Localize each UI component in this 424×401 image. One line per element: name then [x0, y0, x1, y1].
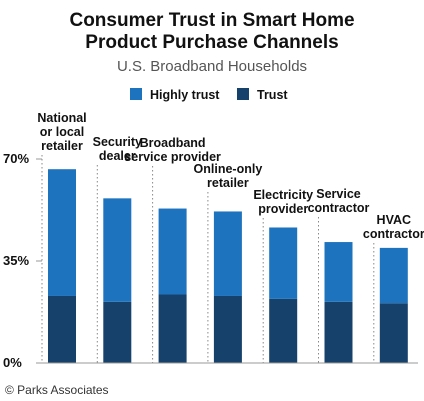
bar-highly-trust [48, 169, 76, 296]
category-label: Broadband service provider [124, 136, 221, 164]
legend-label: Trust [257, 88, 288, 102]
bar-trust [158, 294, 187, 363]
chart-title-line: Consumer Trust in Smart Home [69, 10, 354, 31]
bar-highly-trust [324, 242, 353, 302]
category-label-line: retailer [41, 139, 83, 153]
bar-highly-trust [103, 198, 132, 302]
y-tick-label: 35% [3, 253, 29, 268]
chart-title-line: Product Purchase Channels [85, 32, 338, 53]
y-tick-label: 70% [3, 151, 29, 166]
copyright-credit: © Parks Associates [5, 383, 109, 397]
bars [48, 169, 408, 363]
category-label: National or local retailer [37, 111, 86, 153]
bar-highly-trust [269, 227, 298, 299]
legend-swatch-highly-trust [130, 88, 142, 100]
bar-trust [213, 295, 242, 363]
category-label-line: Broadband [140, 136, 206, 150]
category-label-line: Online-only [194, 162, 263, 176]
category-label-line: National [37, 111, 86, 125]
bar-trust [324, 301, 353, 363]
legend-swatch-trust [237, 88, 249, 100]
label-leader-lines [41, 155, 375, 363]
category-label: Security dealer [93, 135, 142, 163]
y-axis: 0% 35% 70% [3, 151, 42, 370]
bar-highly-trust [379, 247, 408, 304]
chart-subtitle: U.S. Broadband Households [117, 58, 307, 75]
category-label-line: or local [40, 125, 84, 139]
bar-trust [269, 298, 298, 363]
category-label-line: Service [316, 187, 361, 201]
bar-highly-trust [213, 211, 242, 296]
category-label-line: Electricity [253, 188, 313, 202]
category-label-line: service provider [124, 150, 221, 164]
bar-trust [379, 303, 408, 363]
legend-label: Highly trust [150, 88, 220, 102]
bar-trust [48, 295, 76, 363]
bar-highly-trust [158, 208, 187, 295]
category-label-line: contractor [363, 227, 424, 241]
bar-trust [103, 301, 132, 363]
y-tick-label: 0% [3, 355, 22, 370]
category-label: HVAC contractor [363, 213, 424, 241]
category-label-line: HVAC [377, 213, 412, 227]
category-label: Service contractor [308, 187, 370, 215]
category-label: Electricity provider [253, 188, 313, 216]
chart-title: Consumer Trust in Smart Home Product Pur… [69, 10, 354, 53]
category-label: Online-only retailer [194, 162, 263, 190]
category-label-line: provider [258, 202, 308, 216]
category-label-line: Security [93, 135, 142, 149]
legend: Highly trust Trust [130, 88, 288, 102]
category-label-line: contractor [308, 201, 370, 215]
category-label-line: dealer [99, 149, 136, 163]
category-label-line: retailer [207, 176, 249, 190]
category-labels: National or local retailer Security dealerBr… [37, 111, 424, 241]
